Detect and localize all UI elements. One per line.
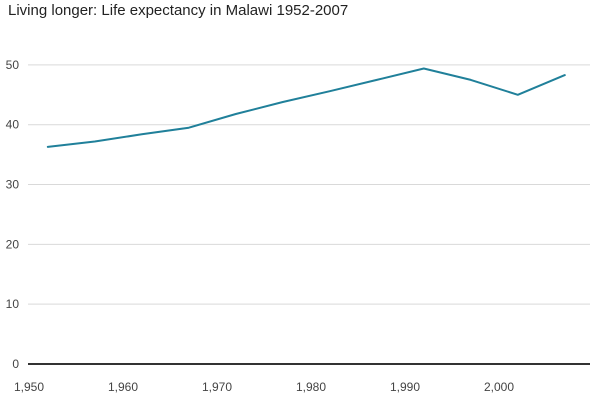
x-tick-label: 1,950 [14,380,44,394]
x-tick-label: 1,990 [390,380,420,394]
x-tick-label: 1,960 [108,380,138,394]
x-tick-label: 1,970 [202,380,232,394]
y-tick-label: 20 [6,237,20,251]
y-axis-tick-labels: 0 10 20 30 40 50 [6,58,20,371]
y-tick-label: 50 [6,58,20,72]
y-tick-label: 40 [6,118,20,132]
series-layer [46,67,566,148]
series-line [46,67,566,148]
y-tick-label: 10 [6,297,20,311]
y-tick-label: 30 [6,178,20,192]
y-tick-label: 0 [12,357,19,371]
x-tick-label: 1,980 [296,380,326,394]
gridlines [28,64,590,305]
x-axis-tick-labels: 1,950 1,960 1,970 1,980 1,990 2,000 [14,380,514,394]
chart-title: Living longer: Life expectancy in Malawi… [8,2,349,19]
x-tick-label: 2,000 [484,380,514,394]
